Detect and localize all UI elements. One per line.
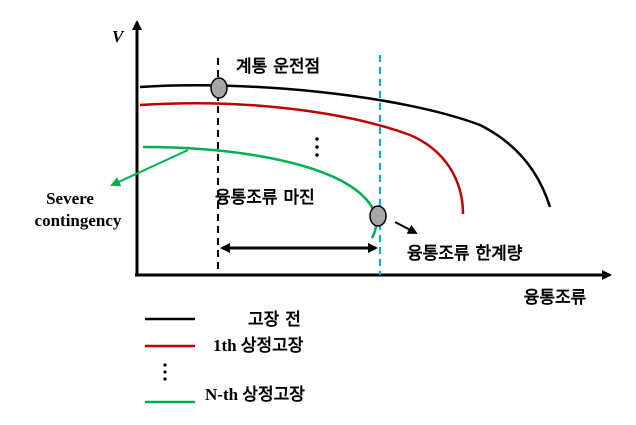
severe-arrow — [110, 149, 189, 187]
legend-label: 고장 전 — [248, 310, 301, 330]
legend-label: N-th 상정고장 — [205, 385, 305, 404]
operating-point-label: 계통 운전점 — [236, 57, 320, 77]
legend-ellipsis — [163, 363, 167, 381]
severe-label: contingency — [35, 211, 122, 230]
severe-label: Severe — [46, 189, 94, 208]
legend-label: 1th 상정고장 — [213, 336, 304, 355]
ellipsis — [315, 137, 319, 157]
operating-point — [210, 77, 228, 99]
limit-label: 융통조류 한계량 — [407, 244, 523, 264]
curve-1th — [139, 102, 465, 215]
y-label: V — [112, 27, 125, 46]
limit-arrow — [394, 221, 418, 234]
x-label: 융통조류 — [524, 288, 587, 308]
limit-point — [369, 205, 387, 227]
margin-label: 융통조류 마진 — [215, 188, 315, 208]
